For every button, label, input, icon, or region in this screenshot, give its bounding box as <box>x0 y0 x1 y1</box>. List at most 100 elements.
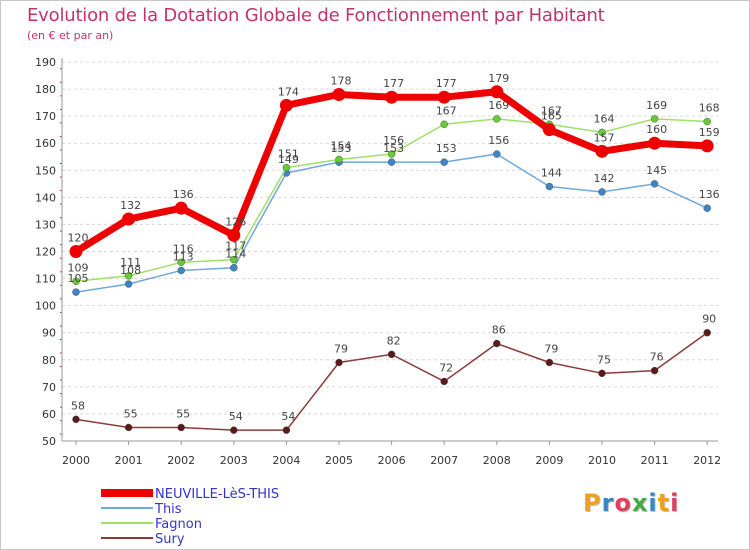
data-label: 113 <box>173 250 194 263</box>
data-label: 142 <box>594 172 615 185</box>
logo-letter: t <box>657 489 671 517</box>
data-label: 153 <box>436 142 457 155</box>
data-label: 55 <box>176 407 190 420</box>
data-label: 86 <box>492 324 506 337</box>
x-tick-label: 2000 <box>62 454 90 467</box>
x-tick-label: 2004 <box>272 454 300 467</box>
data-point <box>598 188 606 196</box>
data-label: 126 <box>225 215 246 228</box>
x-tick-label: 2005 <box>325 454 353 467</box>
data-label: 72 <box>439 361 453 374</box>
data-point <box>387 158 396 166</box>
data-label: 177 <box>383 77 404 90</box>
data-point <box>72 288 80 296</box>
data-label: 90 <box>702 313 716 326</box>
data-point <box>122 212 136 226</box>
legend-label: This <box>154 502 182 517</box>
x-tick-label: 2002 <box>167 454 195 467</box>
data-point <box>437 90 451 104</box>
data-label: 168 <box>699 102 720 115</box>
data-point <box>440 120 448 129</box>
data-point <box>440 158 448 166</box>
data-point <box>177 266 185 275</box>
data-label: 117 <box>225 240 246 253</box>
x-tick-label: 2012 <box>693 454 721 467</box>
data-label: 55 <box>124 407 138 420</box>
data-point <box>542 123 556 137</box>
x-tick-label: 2006 <box>378 454 406 467</box>
data-label: 169 <box>646 99 667 112</box>
data-label: 154 <box>331 139 352 152</box>
y-tick-label: 80 <box>42 354 56 367</box>
data-point <box>282 426 291 434</box>
data-point <box>545 358 554 367</box>
data-label: 109 <box>68 261 89 274</box>
data-point <box>230 255 238 264</box>
logo-letter: i <box>648 489 658 517</box>
y-tick-label: 90 <box>42 327 56 340</box>
data-label: 179 <box>488 72 509 85</box>
data-point <box>387 350 396 359</box>
data-point <box>595 144 609 158</box>
y-tick-label: 70 <box>42 381 56 394</box>
data-point <box>227 228 241 242</box>
data-series <box>69 85 714 434</box>
y-tick-label: 130 <box>35 218 56 231</box>
data-label: 132 <box>120 199 141 212</box>
data-point <box>493 150 501 158</box>
data-point <box>650 180 659 188</box>
legend-label: Sury <box>155 532 185 547</box>
data-label: 149 <box>278 153 299 166</box>
x-tick-label: 2009 <box>535 454 563 467</box>
logo-letter: i <box>670 489 680 517</box>
x-tick-label: 2007 <box>430 454 458 467</box>
data-point <box>124 280 133 288</box>
data-point <box>700 139 714 153</box>
y-tick-label: 60 <box>42 408 56 421</box>
data-point <box>124 272 133 280</box>
data-label: 116 <box>173 242 194 255</box>
y-tick-label: 50 <box>42 435 56 448</box>
y-tick-labels: 50 60 70 80 90 100 110 120 130 140 150 160 170 180 190 <box>35 56 56 448</box>
legend-label: Fagnon <box>155 517 202 532</box>
data-label: 54 <box>281 410 295 423</box>
data-point <box>279 98 293 112</box>
y-tick-label: 150 <box>35 164 56 177</box>
logo-letter: r <box>601 489 615 517</box>
data-label: 58 <box>71 399 85 412</box>
data-point <box>703 328 711 337</box>
data-point <box>493 115 501 123</box>
data-label: 167 <box>541 104 562 117</box>
data-label: 144 <box>541 167 562 180</box>
chart-title: Evolution de la Dotation Globale de Fonc… <box>27 5 605 26</box>
y-tick-label: 160 <box>35 137 56 150</box>
data-label: 177 <box>436 77 457 90</box>
x-tick-labels: 2000 2001 2002 2003 2004 2005 2006 2007 2008 2009… <box>62 454 721 467</box>
y-tick-label: 190 <box>35 56 56 69</box>
y-tick-label: 140 <box>35 191 56 204</box>
data-point <box>703 117 711 126</box>
data-point <box>177 258 185 267</box>
data-point <box>335 155 343 164</box>
data-point <box>703 204 711 212</box>
data-point <box>440 377 448 386</box>
data-label: 159 <box>699 126 720 139</box>
data-label: 76 <box>650 351 664 364</box>
x-tick-label: 2011 <box>641 454 669 467</box>
data-point <box>72 415 80 424</box>
data-label: 164 <box>594 112 615 125</box>
legend-label: NEUVILLE-LèS-THIS <box>155 487 279 502</box>
data-label: 151 <box>278 148 299 161</box>
data-point <box>335 358 343 367</box>
data-label: 165 <box>541 110 562 123</box>
data-point <box>650 115 659 123</box>
data-point <box>230 263 238 272</box>
x-tick-label: 2001 <box>115 454 143 467</box>
data-label: 79 <box>544 342 558 355</box>
proxiti-logo: Proxiti <box>583 489 679 517</box>
data-point <box>332 87 346 101</box>
data-point <box>648 136 662 150</box>
grid-lines <box>62 61 718 442</box>
